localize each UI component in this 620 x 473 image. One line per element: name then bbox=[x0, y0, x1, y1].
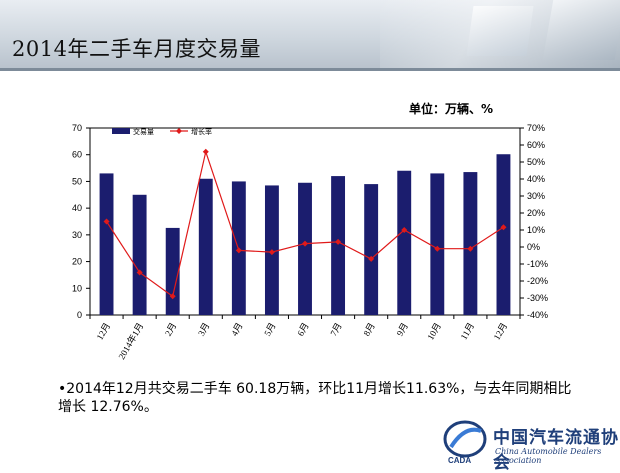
title-banner: 2014年二手车月度交易量 bbox=[0, 0, 620, 68]
left-axis-tick-label: 30 bbox=[72, 230, 82, 240]
point-增长率 bbox=[467, 245, 474, 252]
point-增长率 bbox=[169, 293, 176, 300]
right-axis-tick-label: 50% bbox=[527, 157, 545, 167]
x-axis-category-label: 4月 bbox=[229, 321, 244, 338]
logo-mark-text: CADA bbox=[448, 456, 471, 465]
association-logo: CADA 中国汽车流通协会 China Automobile Dealers A… bbox=[441, 417, 620, 473]
left-axis-tick-label: 60 bbox=[72, 150, 82, 160]
point-增长率 bbox=[434, 245, 441, 252]
x-axis-category-label: 3月 bbox=[196, 321, 211, 338]
right-axis-tick-label: 10% bbox=[527, 225, 545, 235]
left-axis-tick-label: 0 bbox=[77, 310, 82, 320]
x-axis-category-label: 11月 bbox=[459, 321, 476, 341]
bar-交易量 bbox=[298, 182, 312, 315]
left-axis-tick-label: 50 bbox=[72, 176, 82, 186]
bar-交易量 bbox=[331, 176, 346, 315]
bar-交易量 bbox=[165, 227, 180, 315]
right-axis-tick-label: -10% bbox=[527, 259, 548, 269]
right-axis-tick-label: 0% bbox=[527, 242, 540, 252]
point-增长率 bbox=[368, 255, 375, 262]
logo-english-name: China Automobile Dealers Association bbox=[495, 447, 602, 465]
summary-bullet: •2014年12月共交易二手车 60.18万辆，环比11月增长11.63%，与去… bbox=[58, 381, 572, 415]
left-axis-tick-label: 10 bbox=[72, 283, 82, 293]
point-增长率 bbox=[202, 148, 209, 155]
left-axis-tick-label: 70 bbox=[72, 123, 82, 133]
page-title: 2014年二手车月度交易量 bbox=[12, 37, 261, 61]
right-axis-tick-label: 60% bbox=[527, 140, 545, 150]
right-axis-tick-label: 70% bbox=[527, 123, 545, 133]
bar-交易量 bbox=[430, 173, 445, 315]
unit-label: 单位：万辆、% bbox=[409, 102, 494, 116]
bar-交易量 bbox=[397, 170, 412, 315]
bar-交易量 bbox=[463, 172, 478, 315]
point-增长率 bbox=[335, 238, 342, 245]
x-axis-category-label: 5月 bbox=[262, 321, 277, 338]
bar-交易量 bbox=[99, 173, 114, 315]
right-axis-tick-label: 40% bbox=[527, 174, 545, 184]
right-axis-tick-label: -20% bbox=[527, 276, 548, 286]
bar-交易量 bbox=[496, 154, 511, 315]
x-axis-category-label: 12月 bbox=[95, 321, 113, 342]
bar-交易量 bbox=[198, 178, 213, 315]
legend-swatch-交易量 bbox=[112, 128, 130, 134]
right-axis-tick-label: 30% bbox=[527, 191, 545, 201]
x-axis-category-label: 12月 bbox=[492, 321, 510, 342]
legend-label-交易量: 交易量 bbox=[133, 127, 154, 136]
banner-divider bbox=[0, 68, 620, 71]
legend-marker-增长率 bbox=[176, 128, 182, 134]
x-axis-category-label: 8月 bbox=[361, 321, 376, 338]
combo-chart: 0 10 20 30 40 50 60 70 -40% -30% -20% -10% 0% 10% 20% 3… bbox=[72, 123, 548, 362]
x-axis-category-label: 7月 bbox=[328, 321, 343, 338]
left-axis-tick-label: 20 bbox=[72, 257, 82, 267]
bar-交易量 bbox=[364, 184, 379, 315]
legend-label-增长率: 增长率 bbox=[191, 127, 212, 136]
point-增长率 bbox=[103, 218, 110, 225]
point-增长率 bbox=[268, 249, 275, 256]
right-axis-tick-label: -40% bbox=[527, 310, 548, 320]
bar-交易量 bbox=[132, 194, 147, 315]
x-axis-category-label: 2014年1月 bbox=[116, 321, 146, 362]
point-增长率 bbox=[235, 247, 242, 254]
x-axis-category-label: 6月 bbox=[295, 321, 310, 338]
x-axis-category-label: 10月 bbox=[425, 321, 443, 342]
left-axis-tick-label: 40 bbox=[72, 203, 82, 213]
right-axis-tick-label: 20% bbox=[527, 208, 545, 218]
right-axis-tick-label: -30% bbox=[527, 293, 548, 303]
x-axis-category-label: 9月 bbox=[395, 321, 410, 338]
point-增长率 bbox=[500, 224, 507, 231]
point-增长率 bbox=[302, 240, 308, 247]
x-axis-category-label: 2月 bbox=[163, 321, 178, 338]
cada-logo-icon: CADA bbox=[443, 420, 487, 465]
point-增长率 bbox=[401, 227, 408, 233]
point-增长率 bbox=[136, 269, 143, 276]
